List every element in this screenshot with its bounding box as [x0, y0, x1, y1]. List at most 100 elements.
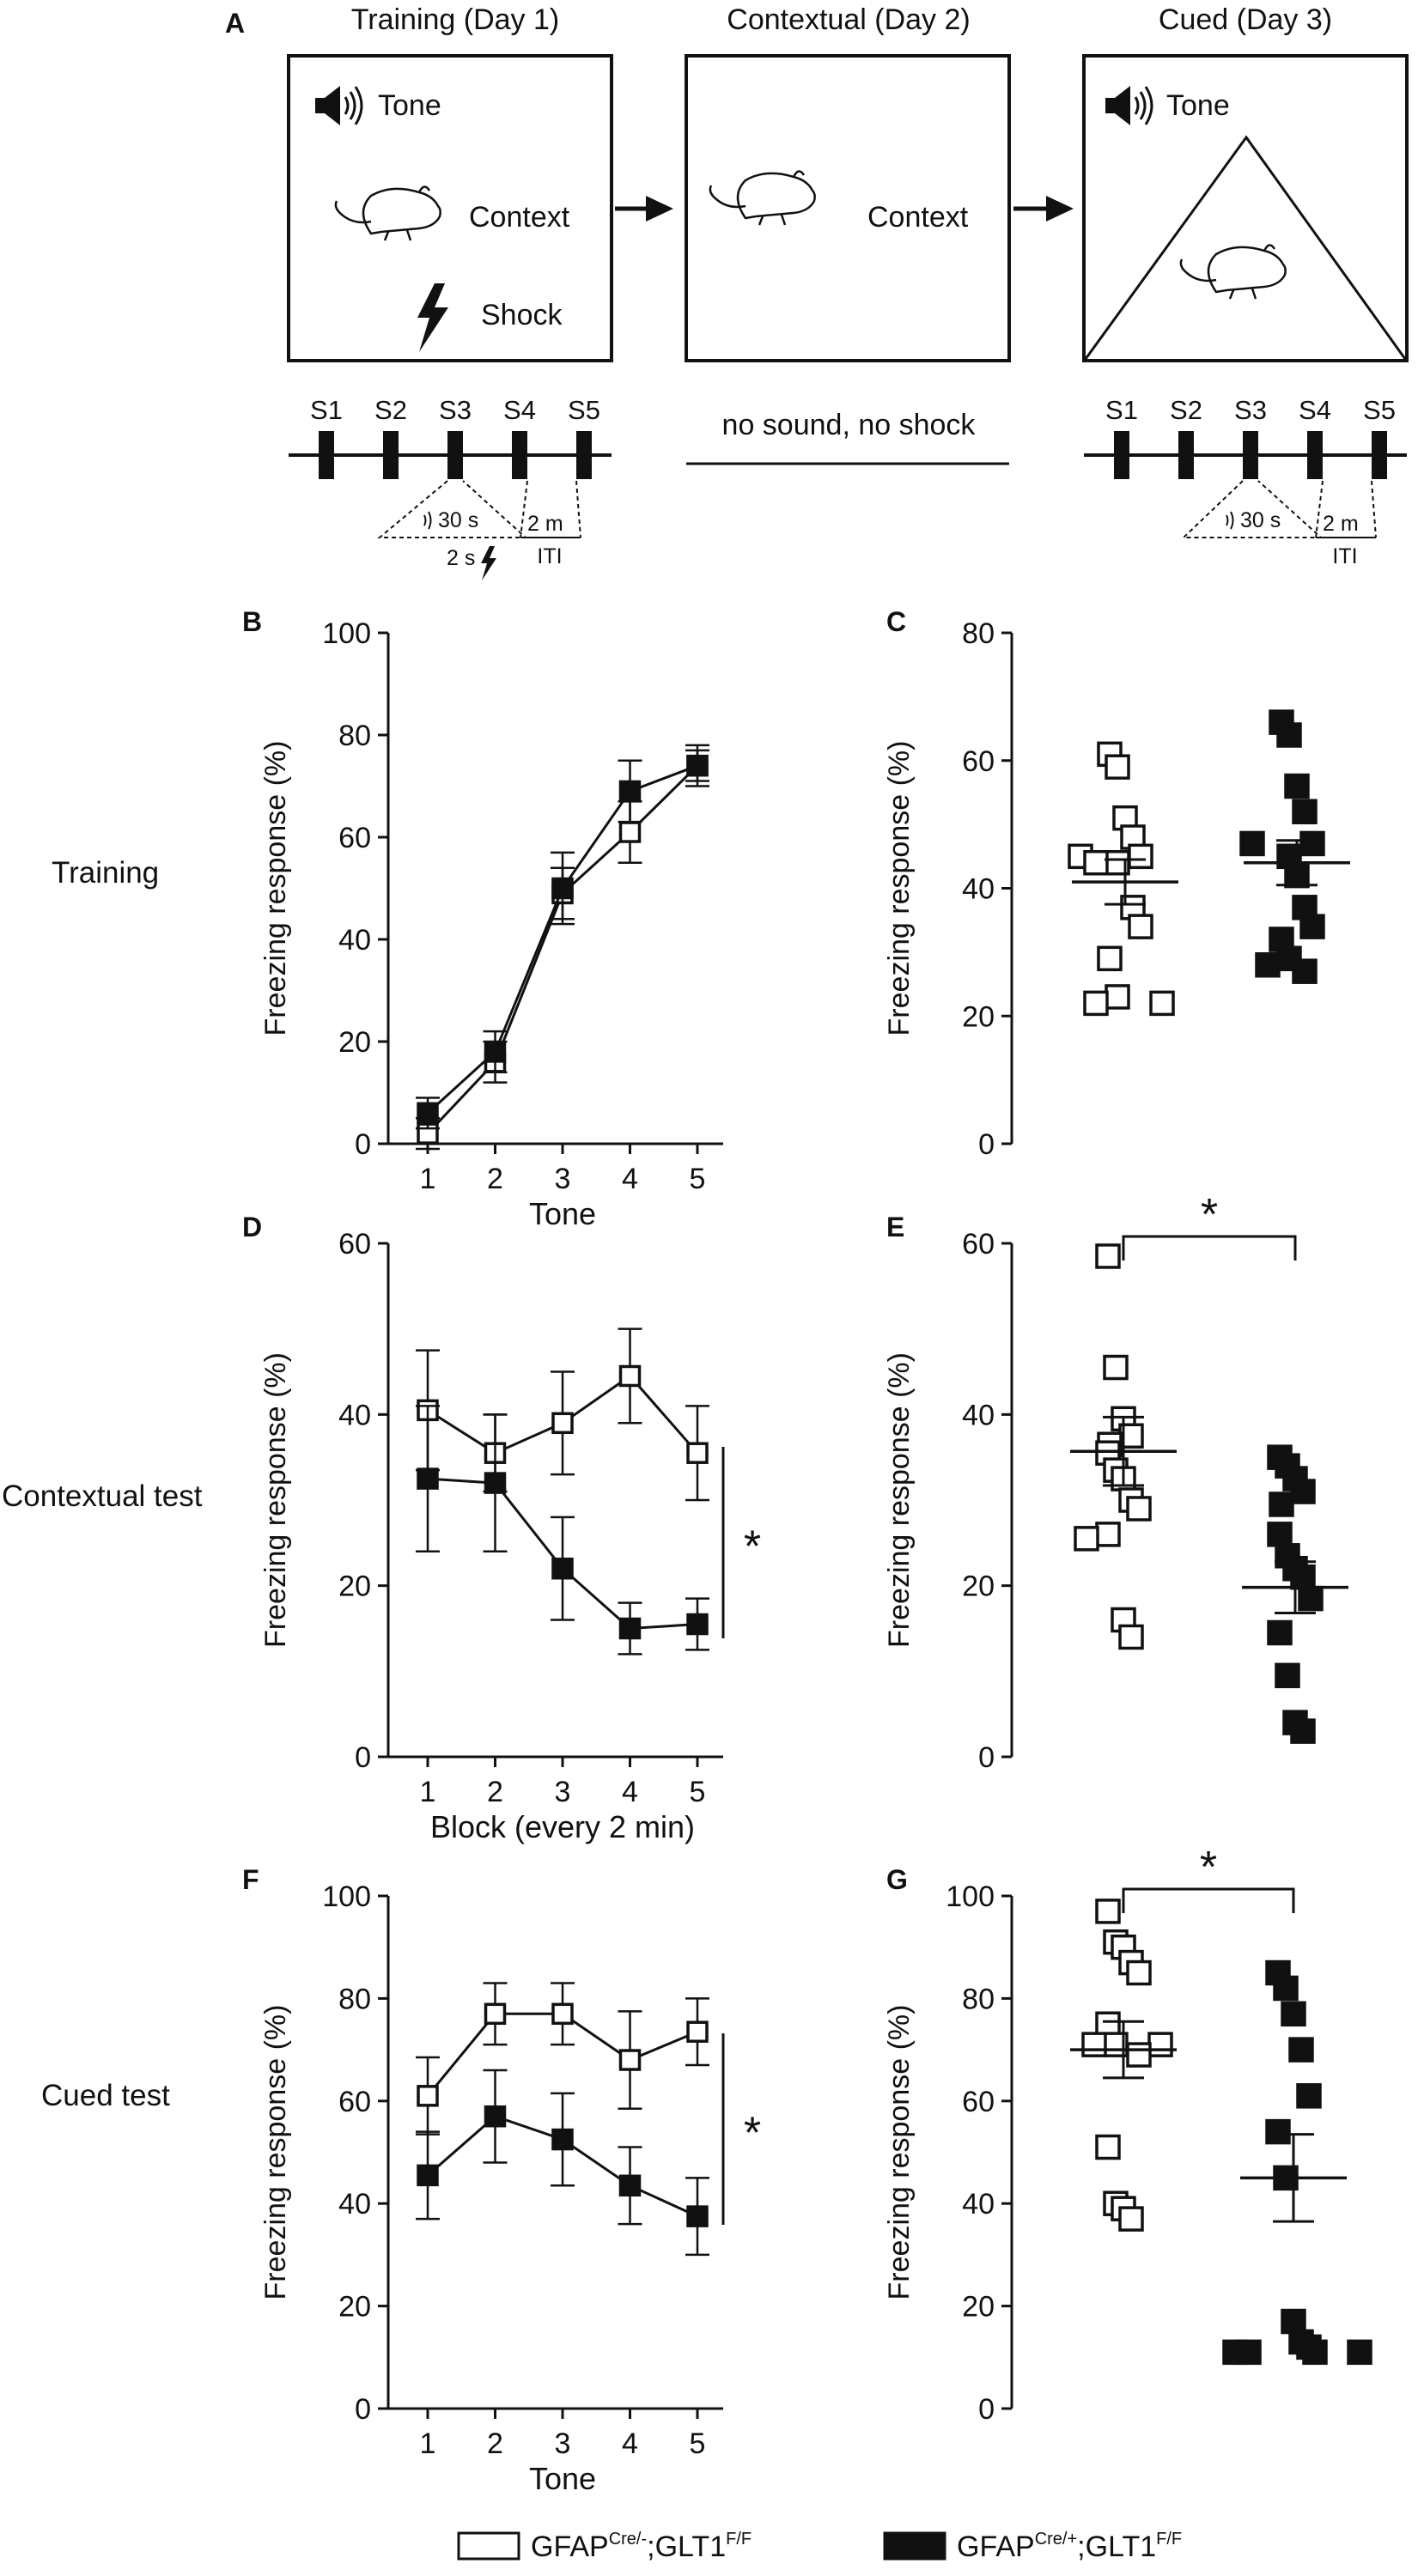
- data-point-filled: [1267, 1619, 1293, 1646]
- data-point-filled: [484, 2105, 507, 2128]
- data-point-filled: [1292, 958, 1318, 984]
- x-tick-label: 2: [487, 2427, 503, 2460]
- legend-sup: Cre/-: [609, 2530, 647, 2549]
- y-tick-label: 20: [338, 1571, 371, 1603]
- significance-bracket: [1122, 1235, 1297, 1261]
- data-point-filled: [1273, 1975, 1299, 2002]
- training-tone-label: Tone: [378, 89, 441, 122]
- legend-base: GFAP: [957, 2530, 1035, 2563]
- data-point-filled: [1275, 1662, 1300, 1689]
- stim-label: S5: [568, 395, 600, 425]
- x-tick-label: 4: [622, 2427, 638, 2460]
- data-point-open: [1128, 843, 1153, 870]
- data-point-open: [1118, 1624, 1144, 1650]
- sound-wave-icon: [1226, 511, 1234, 530]
- panel-letter: B: [242, 606, 262, 637]
- y-tick-label: 0: [978, 1128, 995, 1161]
- y-tick-label: 80: [338, 1983, 371, 2015]
- x-axis-label: Tone: [529, 2461, 596, 2496]
- data-point-open: [618, 1364, 642, 1388]
- x-tick-label: 2: [487, 1776, 503, 1808]
- significance-star: *: [744, 2109, 761, 2159]
- series-line: [426, 764, 698, 1115]
- stim-label: S1: [310, 395, 343, 425]
- y-axis-label: Freezing response (%): [259, 2005, 292, 2300]
- iti-duration: 2 m: [1323, 512, 1359, 536]
- data-point-open: [1095, 1243, 1121, 1269]
- stim-label: S3: [439, 395, 472, 425]
- panel-letter: D: [242, 1212, 262, 1242]
- training-context-label: Context: [469, 201, 570, 234]
- y-tick-label: 20: [962, 1571, 995, 1603]
- x-tick-label: 5: [690, 1163, 706, 1195]
- data-point-filled: [1255, 952, 1281, 978]
- shock-duration: 2 s: [447, 546, 475, 570]
- data-point-filled: [618, 1617, 642, 1640]
- data-point-open: [1074, 1526, 1099, 1552]
- y-axis-label: Freezing response (%): [259, 741, 292, 1036]
- training-box: [287, 54, 613, 362]
- legend-mid: ;GLT1: [1077, 2530, 1156, 2563]
- data-point-open: [686, 1442, 709, 1464]
- data-point-filled: [618, 2174, 642, 2197]
- x-tick-label: 4: [622, 1163, 638, 1195]
- y-tick-label: 0: [978, 2393, 995, 2426]
- stim-label: S5: [1363, 395, 1396, 425]
- legend: GFAPCre/-;GLT1F/F GFAPCre/+;GLT1F/F: [457, 2530, 1182, 2563]
- legend-sup: F/F: [1156, 2530, 1182, 2549]
- data-point-open: [1095, 1522, 1121, 1547]
- legend-label-control: GFAPCre/-;GLT1F/F: [531, 2530, 752, 2563]
- legend-sup: F/F: [726, 2530, 752, 2549]
- legend-swatch-control: [457, 2531, 520, 2561]
- y-tick-label: 60: [338, 2086, 371, 2118]
- data-point-filled: [484, 1472, 507, 1494]
- y-tick-label: 20: [338, 1026, 371, 1059]
- panel-letter: F: [242, 1864, 259, 1895]
- stim-label: S1: [1105, 395, 1138, 425]
- data-point-filled: [551, 2128, 574, 2151]
- data-point-filled: [1269, 1492, 1294, 1517]
- data-point-filled: [1298, 1585, 1324, 1612]
- data-point-open: [618, 2049, 642, 2071]
- triangle-insert: [1084, 135, 1407, 360]
- y-tick-label: 0: [355, 1128, 371, 1161]
- data-point-open: [551, 1412, 574, 1435]
- legend-swatch-knockout: [883, 2531, 946, 2561]
- significance-star: *: [1200, 1843, 1217, 1893]
- x-tick-label: 1: [420, 2427, 436, 2460]
- data-point-open: [1095, 2011, 1121, 2037]
- cued-box-title: Cued (Day 3): [1159, 3, 1332, 36]
- data-point-open: [1105, 754, 1130, 780]
- panel-e-chart: E 0 20 40 60 Freezing response (%) *: [883, 1190, 1348, 1774]
- data-point-open: [1128, 914, 1153, 939]
- legend-label-knockout: GFAPCre/+;GLT1F/F: [957, 2530, 1182, 2563]
- y-tick-label: 80: [962, 1983, 995, 2015]
- row-label-training: Training: [52, 856, 159, 890]
- legend-base: GFAP: [531, 2530, 609, 2563]
- panel-letter: C: [886, 606, 906, 637]
- data-point-open: [1126, 1959, 1152, 1986]
- x-tick-label: 1: [420, 1163, 436, 1195]
- legend-mid: ;GLT1: [647, 2530, 726, 2563]
- data-point-filled: [1267, 1522, 1293, 1547]
- data-point-open: [484, 2002, 507, 2026]
- data-point-filled: [551, 877, 574, 900]
- data-point-open: [1105, 984, 1130, 1010]
- data-point-filled: [1265, 1959, 1291, 1986]
- stim-label: S4: [1299, 395, 1331, 425]
- speaker-icon: [1105, 86, 1153, 125]
- data-point-filled: [686, 1613, 709, 1636]
- data-point-filled: [686, 754, 709, 777]
- data-point-filled: [1281, 2308, 1306, 2335]
- data-point-filled: [1296, 2083, 1322, 2109]
- tone-duration: 30 s: [1240, 508, 1281, 532]
- training-shock-label: Shock: [481, 299, 563, 331]
- y-tick-label: 60: [962, 1228, 995, 1261]
- data-point-filled: [1284, 773, 1310, 799]
- cued-box: [1082, 54, 1409, 362]
- y-tick-label: 60: [962, 745, 995, 778]
- iti-label: ITI: [537, 544, 562, 568]
- y-tick-label: 40: [962, 2188, 995, 2221]
- x-tick-label: 5: [690, 2427, 706, 2460]
